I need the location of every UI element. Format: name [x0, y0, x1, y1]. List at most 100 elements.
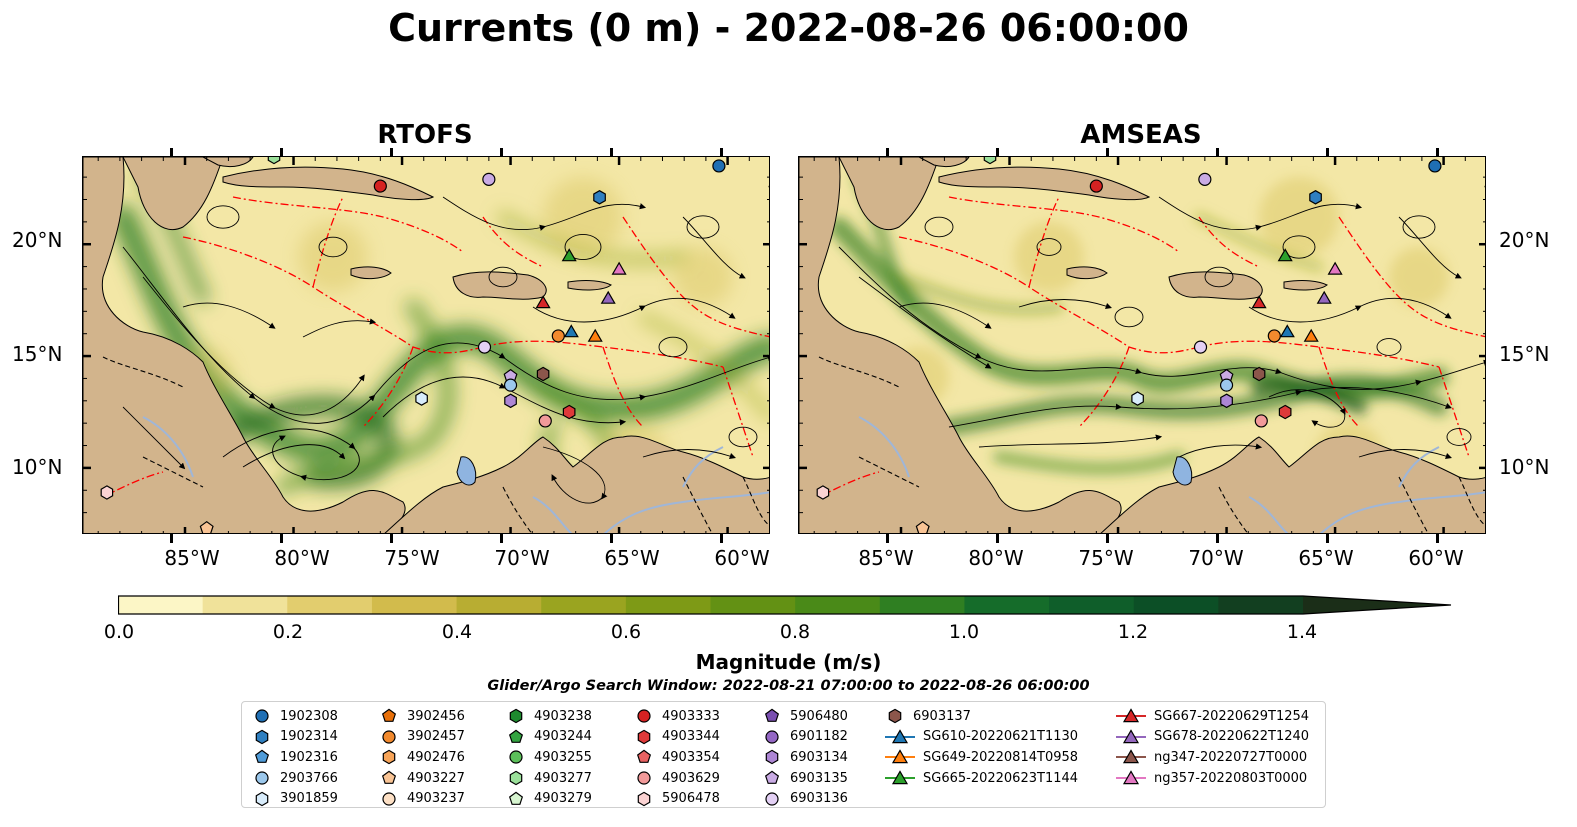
legend-column-5: 5906480 6901182 6903134 6903135 6903136: [762, 706, 848, 809]
legend-item: 4903227: [379, 768, 465, 789]
eddy-streamline: [1036, 238, 1062, 256]
major-tick: [280, 148, 283, 157]
legend-label: 1902308: [280, 708, 338, 724]
colorbar-tick-1: 0.2: [272, 621, 304, 643]
float-marker: [562, 404, 576, 420]
float-marker: [712, 159, 726, 173]
legend-item: SG667-20220629T1254: [1116, 706, 1309, 727]
legend-marker-icon: [764, 708, 780, 723]
major-tick: [500, 148, 503, 157]
legend-marker: [509, 750, 523, 765]
legend-label: 4903255: [534, 749, 592, 765]
legend-marker: [891, 770, 909, 785]
colorbar-tick-6: 1.2: [1117, 621, 1149, 643]
colorbar-tick-2: 0.4: [441, 621, 473, 643]
legend-label: 4903354: [662, 749, 720, 765]
legend-marker: [255, 709, 269, 723]
lon-label-rtofs-70: 70°W: [494, 546, 550, 570]
legend-label: 6903136: [790, 791, 848, 807]
major-tick: [390, 534, 393, 543]
legend-label: 1902314: [280, 729, 338, 745]
legend-item: 4903238: [506, 706, 592, 727]
legend-marker-icon: [765, 792, 779, 806]
land-polygon: [838, 157, 940, 231]
colorbar-segment: [541, 596, 627, 614]
legend-item: 5906480: [762, 706, 848, 727]
legend-marker: [254, 750, 270, 764]
legend-item: 1902314: [252, 727, 338, 748]
frame-ticks: [799, 157, 1485, 533]
legend-marker: [381, 708, 397, 723]
legend-marker: [381, 770, 397, 784]
colorbar-segment: [371, 596, 458, 614]
legend-label: SG610-20220621T1130: [923, 729, 1079, 745]
colorbar-tick-0: 0.0: [103, 621, 135, 643]
legend-label: 4903333: [662, 708, 720, 724]
lon-label-rtofs-65: 65°W: [604, 546, 660, 570]
major-tick: [1106, 148, 1109, 157]
float-marker: [1254, 414, 1268, 428]
eddy-streamline: [728, 426, 758, 448]
legend-label: SG678-20220622T1240: [1154, 729, 1310, 745]
lat-label-left-20: 20°N: [12, 228, 63, 252]
float-marker: [1279, 324, 1295, 338]
legend-marker: [255, 729, 269, 745]
lon-label-amseas-75: 75°W: [1078, 546, 1134, 570]
legend-label: 4903279: [534, 791, 592, 807]
legend-item: 4903344: [634, 727, 720, 748]
legend-marker: [765, 792, 779, 806]
legend-column-7: SG667-20220629T1254 SG678-20220622T1240 ng…: [1116, 706, 1309, 788]
legend-marker-icon: [508, 791, 524, 805]
legend-label: 3901859: [280, 791, 338, 807]
legend-label: 6903134: [790, 749, 848, 765]
major-tick: [610, 534, 613, 543]
legend-marker-icon: [255, 791, 269, 806]
land-polygon: [918, 157, 970, 168]
major-tick: [1106, 534, 1109, 543]
float-marker: [267, 157, 281, 165]
lon-label-rtofs-75: 75°W: [384, 546, 440, 570]
eez-boundaries: [102, 196, 769, 498]
legend-marker: [764, 770, 780, 784]
legend-item: SG610-20220621T1130: [885, 727, 1078, 748]
legend-marker-icon: [637, 709, 651, 723]
legend-marker-icon: [764, 770, 780, 784]
legend-item: 6903135: [762, 768, 848, 789]
legend-marker-icon: [508, 729, 524, 743]
land-polygon: [350, 266, 392, 280]
land-polygon: [1283, 280, 1328, 291]
float-marker: [1198, 172, 1212, 186]
legend-item: 3902456: [379, 706, 465, 727]
rivers: [858, 416, 1485, 533]
legend-item: ng347-20220727T0000: [1116, 747, 1309, 768]
legend-label: 4903237: [407, 791, 465, 807]
streamlines: [838, 196, 1485, 459]
float-marker: [600, 290, 616, 304]
legend-marker-icon: [765, 750, 779, 765]
float-marker: [415, 391, 428, 406]
eddy-streamline: [924, 216, 954, 238]
float-marker: [563, 324, 579, 338]
legend-label: 4903344: [662, 729, 720, 745]
major-tick: [170, 148, 173, 157]
legend-marker: [888, 709, 902, 724]
major-tick: [996, 534, 999, 543]
legend-marker: [509, 709, 523, 724]
colorbar-tick-3: 0.6: [610, 621, 642, 643]
legend-item: ng357-20220803T0000: [1116, 768, 1309, 789]
lon-label-rtofs-80: 80°W: [274, 546, 330, 570]
map-panel-amseas: [798, 156, 1486, 534]
float-marker: [1428, 159, 1442, 173]
float-marker: [199, 520, 214, 533]
legend-marker-icon: [765, 730, 779, 744]
float-marker: [983, 157, 997, 165]
major-tick: [1216, 534, 1219, 543]
legend-item: 4903237: [379, 788, 465, 809]
legend-item: 1902316: [252, 747, 338, 768]
streamlines: [122, 196, 769, 504]
legend-item: SG665-20220623T1144: [885, 768, 1078, 789]
colorbar-tick-7: 1.4: [1286, 621, 1318, 643]
legend-marker-icon: [637, 791, 651, 806]
legend-item: 4903629: [634, 768, 720, 789]
legend-item: 6903136: [762, 788, 848, 809]
